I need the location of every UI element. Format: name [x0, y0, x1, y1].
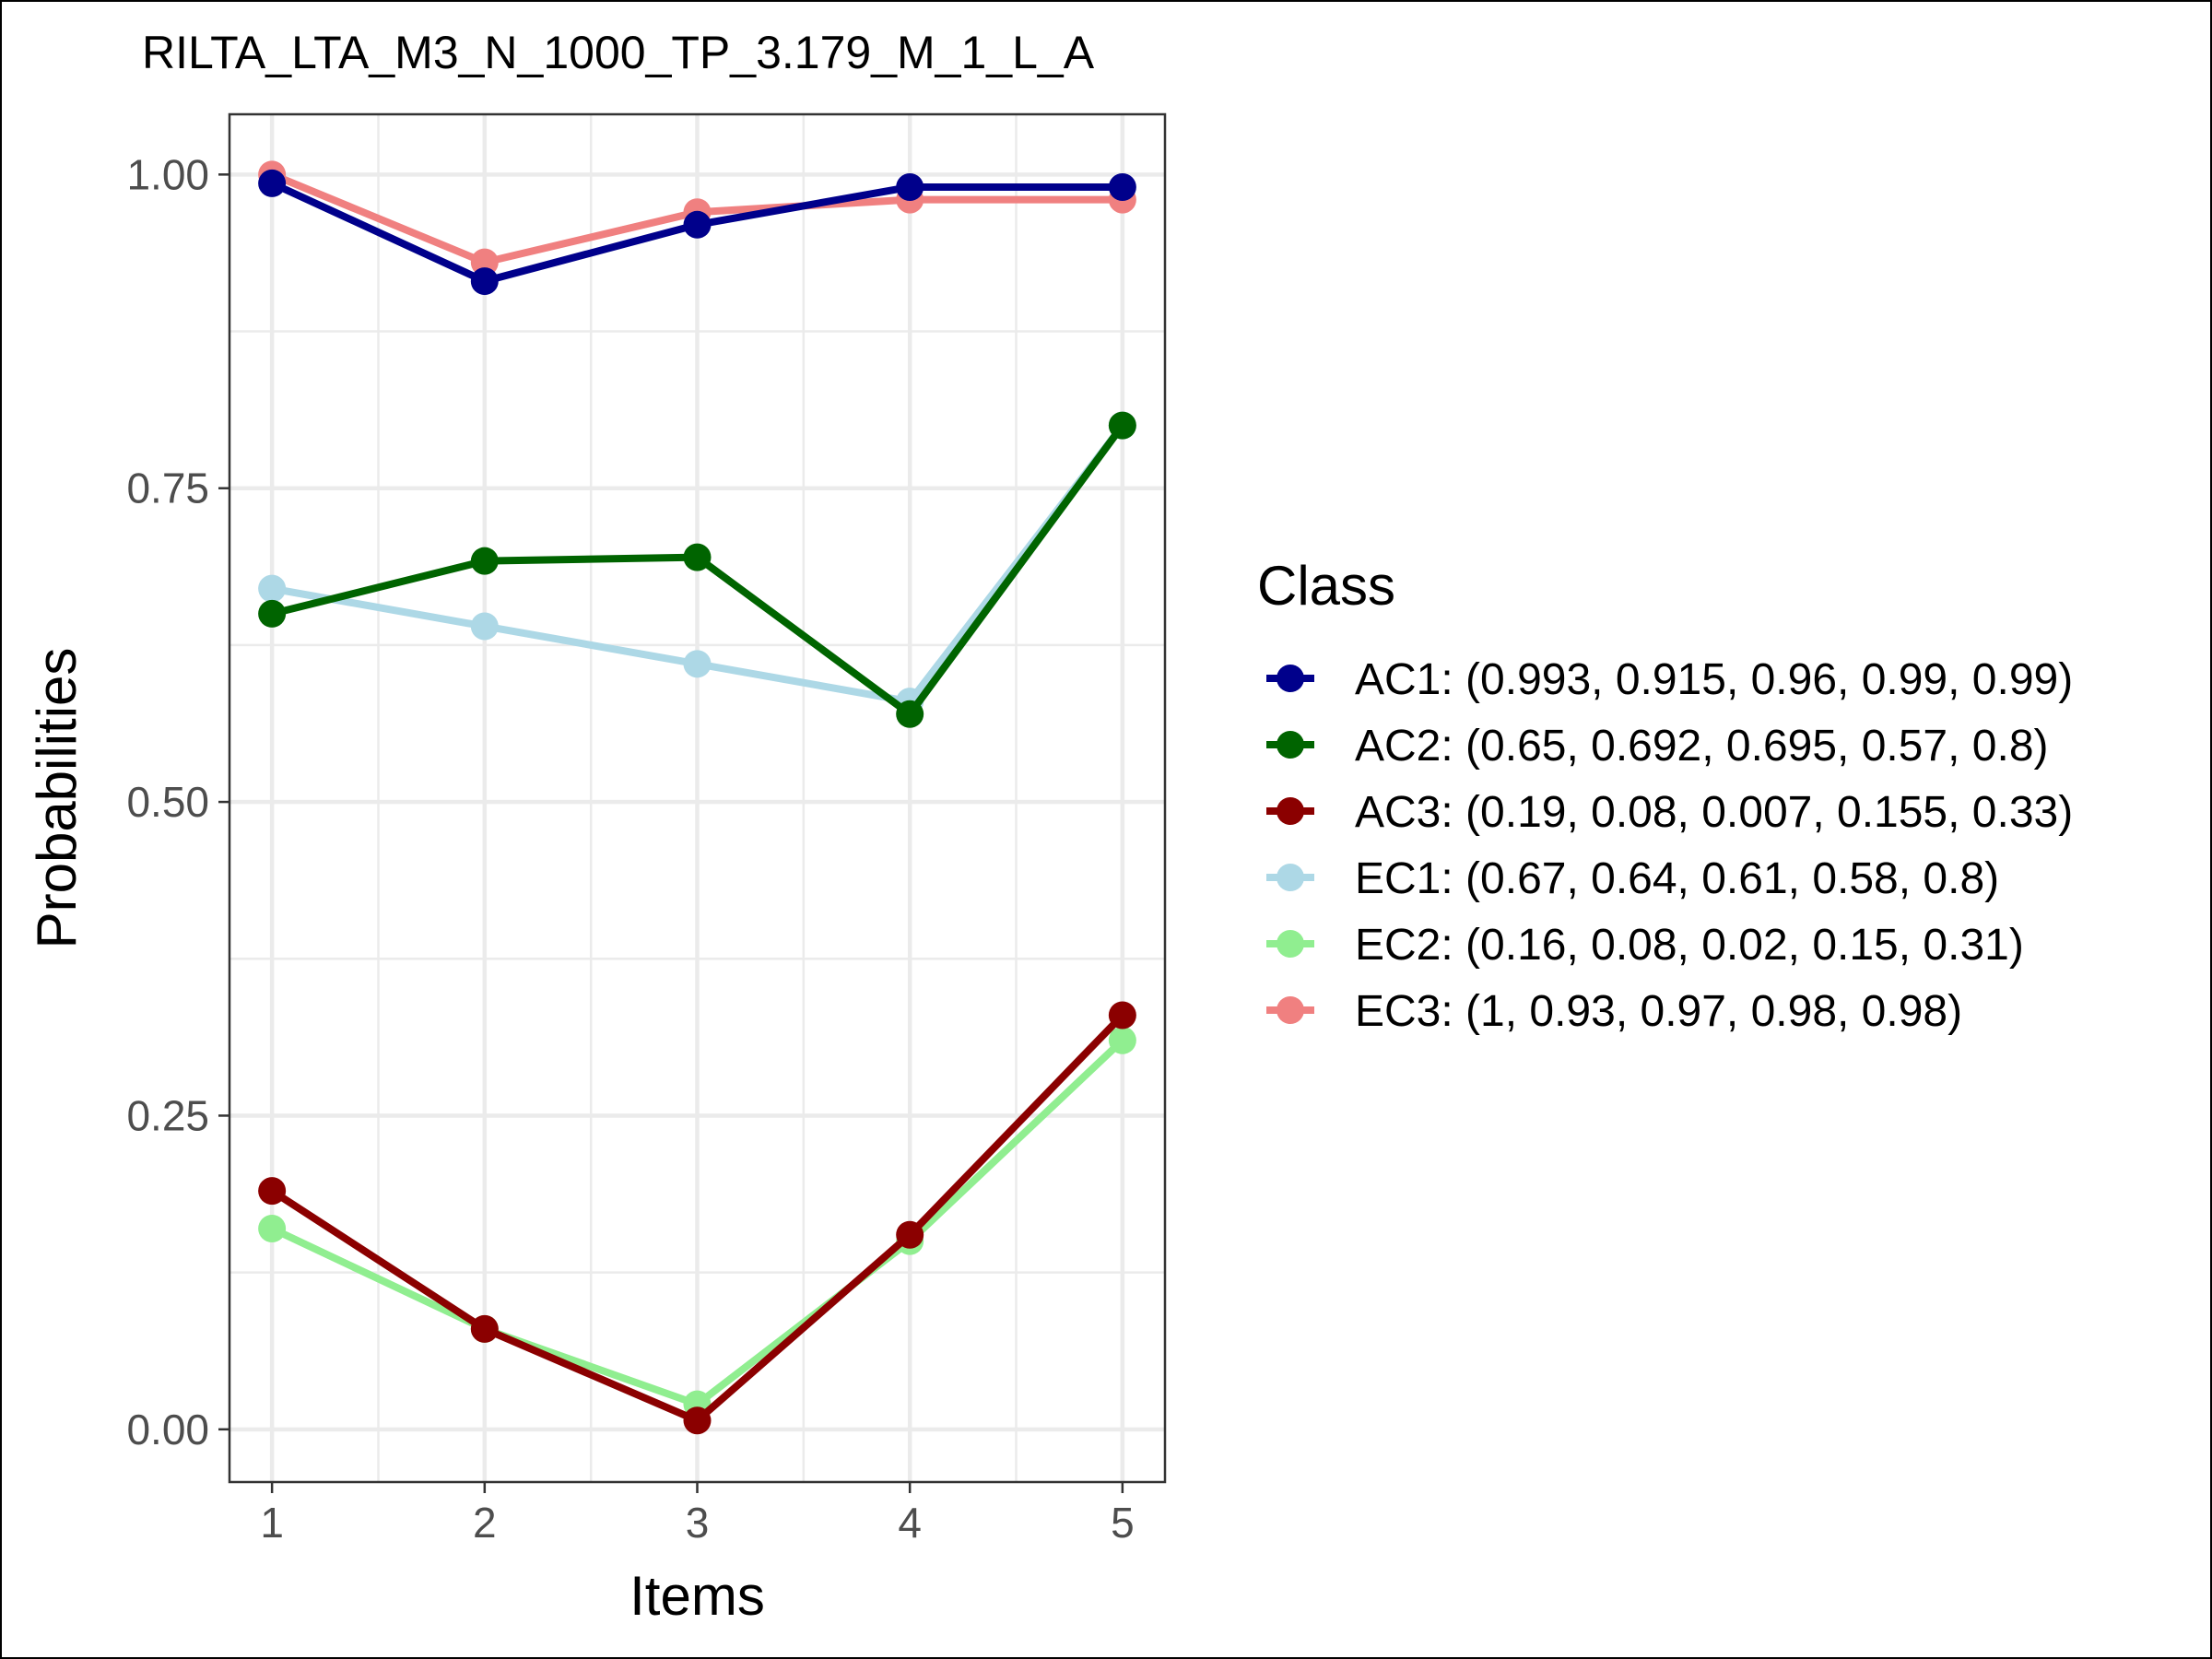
data-point: [1108, 172, 1136, 201]
legend-key-point: [1277, 665, 1304, 692]
data-point: [470, 267, 499, 296]
data-point: [258, 1214, 287, 1242]
data-point: [1108, 411, 1136, 440]
legend-label: EC1: (0.67, 0.64, 0.61, 0.58, 0.8): [1355, 854, 1999, 903]
data-point: [683, 210, 712, 239]
data-point: [1108, 1026, 1136, 1054]
x-tick-label: 3: [686, 1499, 710, 1547]
legend-item: AC1: (0.993, 0.915, 0.96, 0.99, 0.99): [1266, 655, 2073, 704]
legend-label: AC2: (0.65, 0.692, 0.695, 0.57, 0.8): [1355, 722, 2049, 771]
data-point: [1108, 1001, 1136, 1030]
data-point: [470, 547, 499, 575]
data-point: [896, 700, 924, 728]
legend-label: EC3: (1, 0.93, 0.97, 0.98, 0.98): [1355, 987, 1962, 1036]
legend-key-point: [1277, 930, 1304, 958]
legend-item: EC1: (0.67, 0.64, 0.61, 0.58, 0.8): [1266, 854, 1999, 903]
y-tick-label: 1.00: [126, 150, 209, 198]
legend: Class AC1: (0.993, 0.915, 0.96, 0.99, 0.…: [1257, 555, 2073, 1036]
y-tick-label: 0.00: [126, 1406, 209, 1453]
data-point: [470, 1314, 499, 1343]
legend-item: AC2: (0.65, 0.692, 0.695, 0.57, 0.8): [1266, 722, 2049, 771]
legend-key-point: [1277, 864, 1304, 891]
legend-label: EC2: (0.16, 0.08, 0.02, 0.15, 0.31): [1355, 921, 2024, 970]
series-1: [258, 411, 1136, 728]
legend-item: EC2: (0.16, 0.08, 0.02, 0.15, 0.31): [1266, 921, 2024, 970]
x-tick-label: 4: [898, 1499, 922, 1547]
data-point: [258, 1177, 287, 1206]
data-point: [258, 599, 287, 628]
y-tick-label: 0.25: [126, 1091, 209, 1139]
legend-key-point: [1277, 996, 1304, 1024]
axis-ticks: 0.00 0.25 0.50 0.75 1.00 1 2 3 4 5: [126, 150, 1134, 1547]
series-layer: [258, 160, 1136, 1435]
data-point: [683, 543, 712, 571]
data-point: [683, 650, 712, 678]
x-axis-title: Items: [629, 1565, 765, 1627]
series-0: [258, 169, 1136, 296]
y-tick-label: 0.50: [126, 778, 209, 826]
legend-item: EC3: (1, 0.93, 0.97, 0.98, 0.98): [1266, 987, 1962, 1036]
x-tick-label: 2: [473, 1499, 497, 1547]
data-point: [258, 169, 287, 197]
legend-label: AC1: (0.993, 0.915, 0.96, 0.99, 0.99): [1355, 655, 2073, 704]
data-point: [258, 574, 287, 603]
legend-key-point: [1277, 731, 1304, 759]
y-tick-label: 0.75: [126, 465, 209, 512]
legend-item: AC3: (0.19, 0.08, 0.007, 0.155, 0.33): [1266, 788, 2073, 837]
data-point: [896, 1220, 924, 1249]
data-point: [896, 172, 924, 201]
series-2: [258, 1001, 1136, 1435]
data-point: [470, 612, 499, 641]
y-axis-title: Probabilities: [26, 648, 88, 949]
legend-label: AC3: (0.19, 0.08, 0.007, 0.155, 0.33): [1355, 788, 2073, 837]
chart-title: RILTA_LTA_M3_N_1000_TP_3.179_M_1_L_A: [142, 27, 1095, 78]
legend-key-point: [1277, 797, 1304, 825]
grid: [229, 114, 1165, 1482]
legend-title: Class: [1257, 555, 1395, 617]
data-point: [683, 1406, 712, 1435]
x-tick-label: 1: [260, 1499, 284, 1547]
x-tick-label: 5: [1111, 1499, 1135, 1547]
